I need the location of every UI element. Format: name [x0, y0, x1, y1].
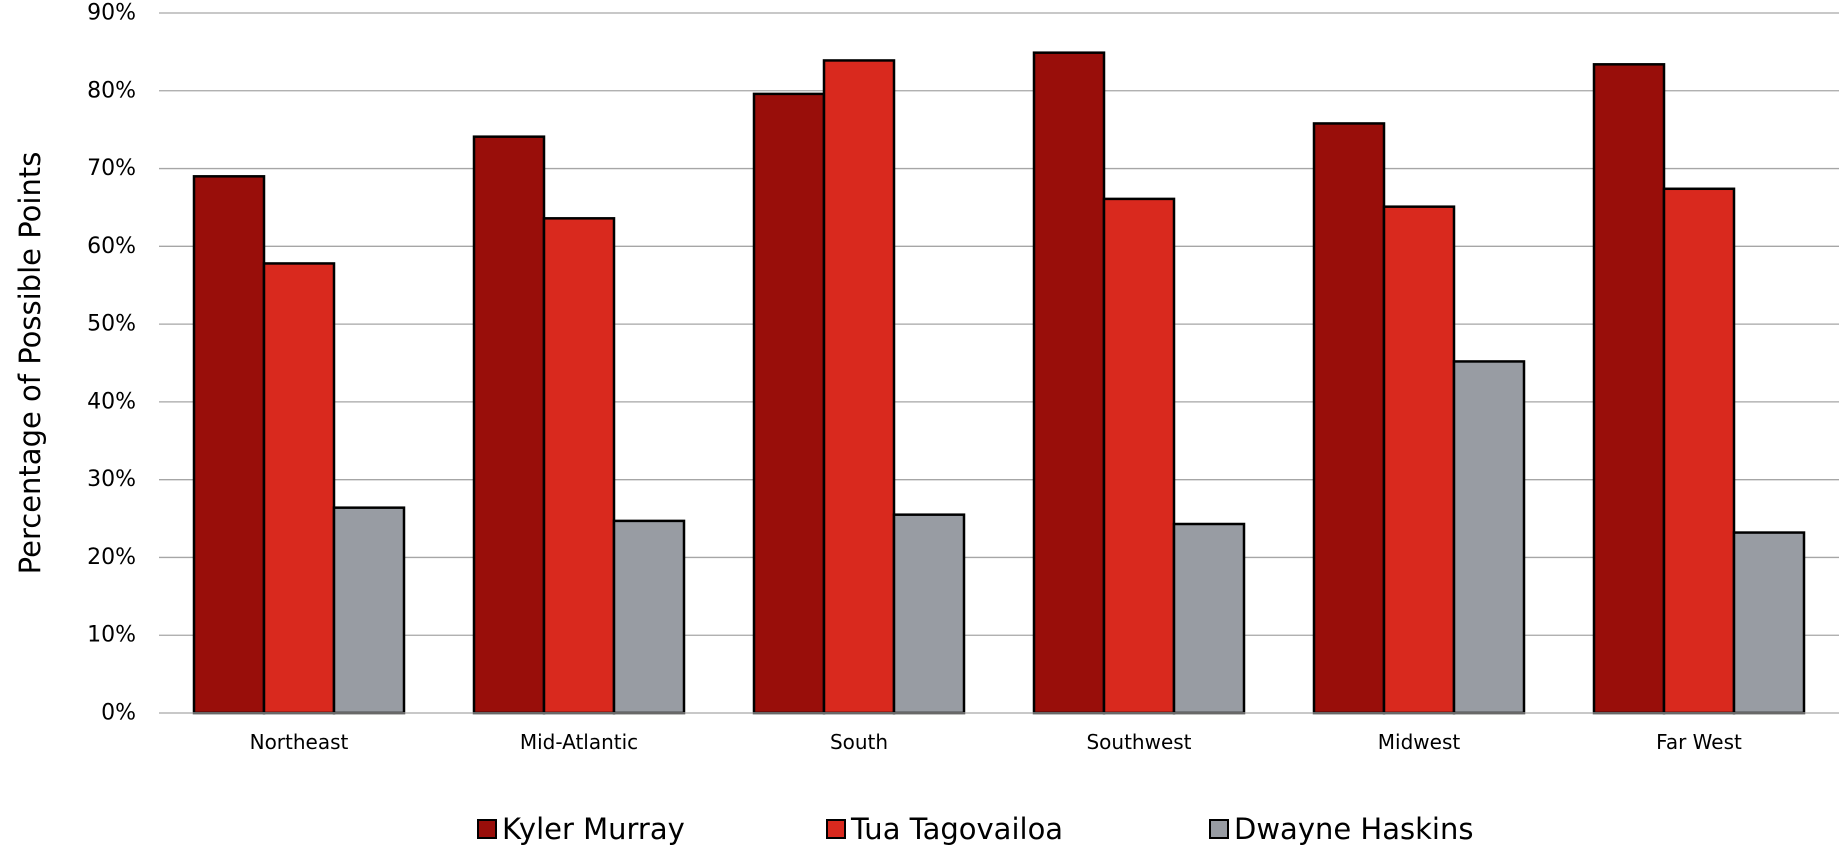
bar-kyler-murray — [1312, 122, 1386, 715]
y-tick-label: 40% — [87, 389, 136, 414]
y-tick-label: 10% — [87, 623, 136, 648]
bar-tua-tagovailoa — [822, 59, 896, 715]
bar-dwayne-haskins — [1452, 360, 1526, 715]
bar-kyler-murray — [1032, 51, 1106, 715]
gridlines — [159, 12, 1839, 636]
bar-kyler-murray — [752, 92, 826, 715]
x-category-label: Far West — [1656, 730, 1742, 754]
x-axis-categories: Northeast Mid-Atlantic South Southwest Midwe… — [250, 730, 1742, 754]
legend-swatch — [477, 819, 497, 839]
legend: Kyler Murray Tua Tagovailoa Dwayne Haskins — [477, 812, 1473, 846]
bar-kyler-murray — [472, 135, 546, 715]
y-tick-label: 60% — [87, 234, 136, 259]
bar-dwayne-haskins — [612, 519, 686, 715]
y-axis-title: Percentage of Possible Points — [13, 152, 47, 575]
bar-tua-tagovailoa — [262, 262, 336, 715]
y-tick-label: 70% — [87, 156, 136, 181]
bar-tua-tagovailoa — [1382, 205, 1456, 715]
legend-label: Dwayne Haskins — [1234, 812, 1473, 846]
bar-kyler-murray — [192, 175, 266, 715]
legend-swatch — [826, 819, 846, 839]
y-tick-label: 30% — [87, 467, 136, 492]
y-tick-label: 0% — [101, 701, 136, 726]
bar-kyler-murray — [1592, 63, 1666, 715]
y-tick-label: 80% — [87, 78, 136, 103]
legend-label: Tua Tagovailoa — [850, 812, 1063, 846]
y-axis-ticks: 0% 10% 20% 30% 40% 50% 60% 70% 80% 90% — [87, 1, 136, 726]
bar-dwayne-haskins — [892, 513, 966, 715]
y-tick-label: 90% — [87, 1, 136, 26]
bar-tua-tagovailoa — [1102, 197, 1176, 715]
x-category-label: Mid-Atlantic — [520, 730, 638, 754]
bar-dwayne-haskins — [1172, 522, 1246, 715]
bar-dwayne-haskins — [1732, 531, 1806, 715]
y-tick-label: 20% — [87, 545, 136, 570]
x-category-label: Midwest — [1378, 730, 1461, 754]
bar-tua-tagovailoa — [542, 217, 616, 715]
legend-swatch — [1209, 819, 1229, 839]
bars — [192, 51, 1806, 715]
x-category-label: Southwest — [1086, 730, 1191, 754]
bar-dwayne-haskins — [332, 506, 406, 715]
x-category-label: Northeast — [250, 730, 349, 754]
bar-tua-tagovailoa — [1662, 187, 1736, 715]
legend-label: Kyler Murray — [502, 812, 685, 846]
y-tick-label: 50% — [87, 312, 136, 337]
x-category-label: South — [830, 730, 888, 754]
